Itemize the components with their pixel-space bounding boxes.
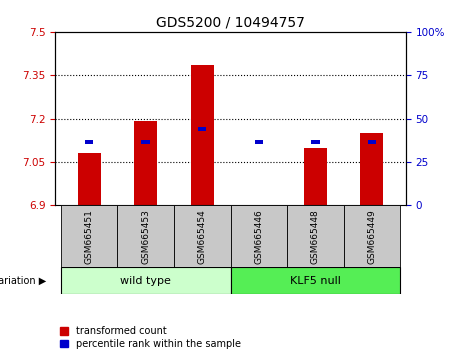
Bar [287,205,343,267]
Text: GSM665446: GSM665446 [254,209,263,264]
Bar [174,205,230,267]
Bar [61,267,230,294]
Bar [118,205,174,267]
Text: GSM665453: GSM665453 [141,209,150,264]
Text: wild type: wild type [120,275,171,286]
Bar [142,140,150,144]
Bar [361,133,383,205]
Bar [343,205,400,267]
Text: GSM665454: GSM665454 [198,209,207,264]
Legend: transformed count, percentile rank within the sample: transformed count, percentile rank withi… [60,326,241,349]
Text: GSM665448: GSM665448 [311,209,320,264]
Title: GDS5200 / 10494757: GDS5200 / 10494757 [156,15,305,29]
Bar [198,127,207,131]
Text: GSM665449: GSM665449 [367,209,376,264]
Text: GSM665451: GSM665451 [85,209,94,264]
Bar [191,65,213,205]
Bar [311,140,319,144]
Bar [78,153,100,205]
Bar [230,205,287,267]
Bar [254,140,263,144]
Bar [135,121,157,205]
Bar [61,205,118,267]
Bar [85,140,94,144]
Bar [367,140,376,144]
Bar [230,267,400,294]
Text: genotype/variation ▶: genotype/variation ▶ [0,275,46,286]
Bar [304,148,326,205]
Text: KLF5 null: KLF5 null [290,275,341,286]
